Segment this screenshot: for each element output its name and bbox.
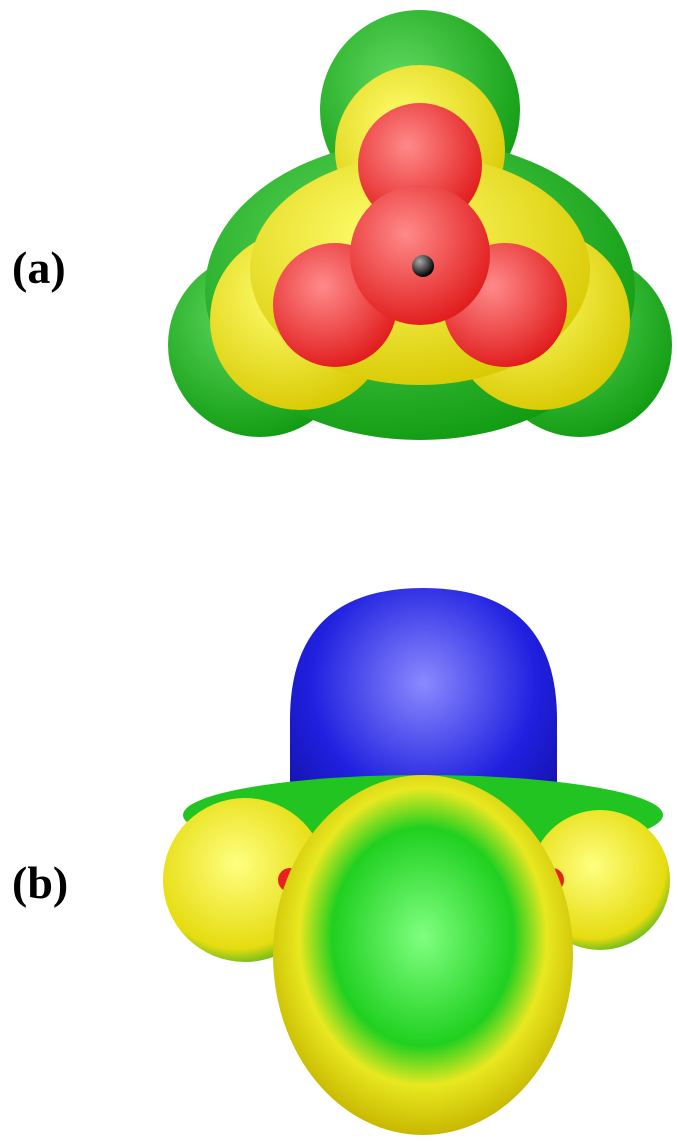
surface-b	[163, 588, 670, 1135]
figure: (a) (b)	[0, 0, 678, 1142]
panel-label: (a)	[12, 242, 66, 293]
surface-a	[168, 10, 672, 440]
panel-label: (b)	[12, 857, 68, 908]
